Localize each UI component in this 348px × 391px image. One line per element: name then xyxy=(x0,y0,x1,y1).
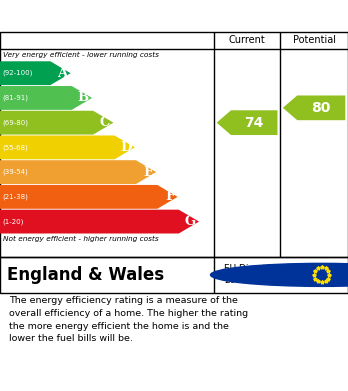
Text: A: A xyxy=(57,67,68,80)
Polygon shape xyxy=(0,61,71,85)
Polygon shape xyxy=(0,185,177,209)
Text: G: G xyxy=(185,215,196,228)
Polygon shape xyxy=(0,160,156,184)
Text: 80: 80 xyxy=(311,101,331,115)
Text: (39-54): (39-54) xyxy=(3,169,29,176)
Polygon shape xyxy=(0,210,199,233)
Text: Very energy efficient - lower running costs: Very energy efficient - lower running co… xyxy=(3,52,159,58)
Polygon shape xyxy=(0,111,113,135)
Text: (55-68): (55-68) xyxy=(3,144,29,151)
Text: (92-100): (92-100) xyxy=(3,70,33,77)
Text: Energy Efficiency Rating: Energy Efficiency Rating xyxy=(9,9,230,23)
Text: D: D xyxy=(120,141,132,154)
Polygon shape xyxy=(283,95,345,120)
Text: Not energy efficient - higher running costs: Not energy efficient - higher running co… xyxy=(3,235,159,242)
Text: C: C xyxy=(100,116,110,129)
Polygon shape xyxy=(217,110,277,135)
Text: Potential: Potential xyxy=(293,36,335,45)
Text: F: F xyxy=(165,190,175,203)
Text: England & Wales: England & Wales xyxy=(7,266,164,284)
Text: E: E xyxy=(143,166,153,179)
Text: Current: Current xyxy=(229,36,266,45)
Polygon shape xyxy=(0,135,135,159)
Text: (1-20): (1-20) xyxy=(3,218,24,225)
Text: B: B xyxy=(78,91,89,104)
Text: (81-91): (81-91) xyxy=(3,95,29,101)
Text: EU Directive
2002/91/EC: EU Directive 2002/91/EC xyxy=(224,264,280,285)
Text: The energy efficiency rating is a measure of the
overall efficiency of a home. T: The energy efficiency rating is a measur… xyxy=(9,296,248,343)
Text: (21-38): (21-38) xyxy=(3,194,29,200)
Text: (69-80): (69-80) xyxy=(3,119,29,126)
Text: 74: 74 xyxy=(245,116,264,130)
Circle shape xyxy=(211,264,348,286)
Polygon shape xyxy=(0,86,92,110)
